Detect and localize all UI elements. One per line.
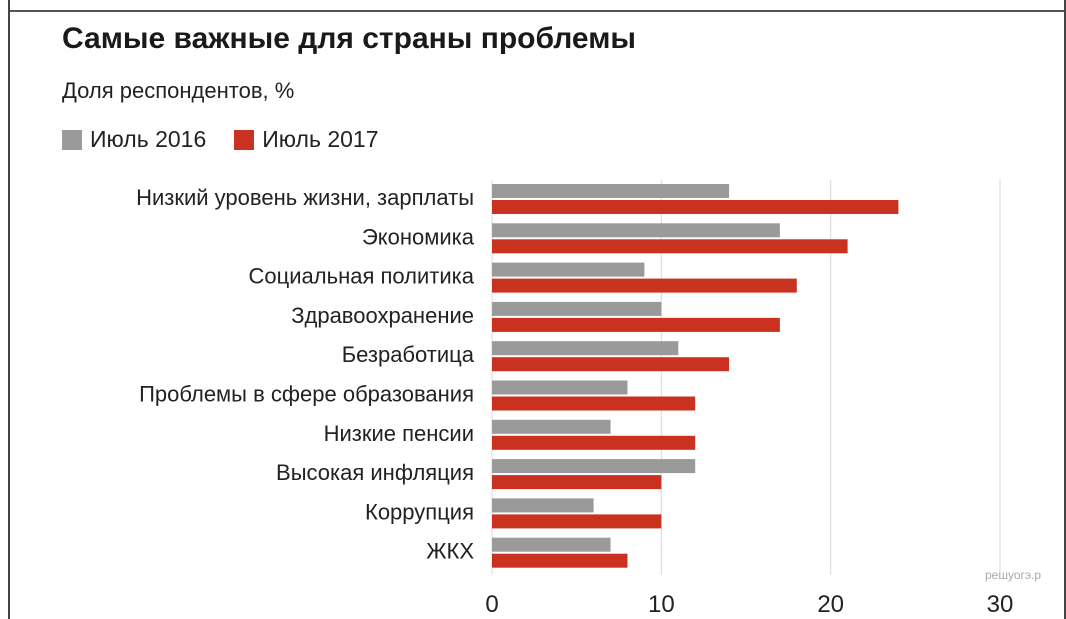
bar-2016	[492, 341, 679, 356]
top-border	[8, 0, 1066, 12]
legend-label-2017: Июль 2017	[262, 126, 379, 152]
bar-2016	[492, 380, 628, 395]
category-label: Социальная политика	[249, 264, 475, 289]
bar-2017	[492, 278, 797, 293]
watermark: решуогэ.р	[985, 568, 1042, 582]
category-label: Безработица	[342, 342, 475, 367]
bar-2016	[492, 459, 696, 474]
category-label: Здравоохранение	[291, 303, 474, 328]
category-label: ЖКХ	[426, 539, 474, 564]
legend-swatch-2016	[62, 129, 82, 150]
bar-2017	[492, 475, 662, 490]
bar-2016	[492, 301, 662, 316]
chart-subtitle: Доля респондентов, %	[62, 78, 295, 103]
bar-2016	[492, 184, 730, 198]
x-tick-label: 30	[987, 591, 1014, 618]
x-tick-label: 0	[485, 591, 498, 618]
bar-2016	[492, 223, 780, 238]
category-label: Коррупция	[365, 499, 474, 524]
chart-title: Самые важные для страны проблемы	[62, 22, 637, 55]
category-label: Низкие пенсии	[324, 421, 474, 446]
bar-2017	[492, 396, 696, 411]
bar-2017	[492, 239, 848, 254]
bar-2017	[492, 317, 780, 332]
bar-2017	[492, 553, 628, 568]
bar-2016	[492, 262, 645, 277]
legend-item-2017: Июль 2017	[234, 126, 379, 153]
legend-swatch-2017	[234, 129, 255, 150]
category-label: Низкий уровень жизни, зарплаты	[136, 185, 474, 210]
bar-2017	[492, 357, 730, 372]
legend-label-2016: Июль 2016	[90, 126, 207, 152]
bar-2016	[492, 498, 594, 513]
category-label: Проблемы в сфере образования	[139, 382, 474, 407]
bar-2017	[492, 200, 899, 214]
x-tick-label: 20	[817, 591, 844, 618]
bar-2016	[492, 419, 611, 434]
category-label: Экономика	[362, 224, 475, 249]
category-label: Высокая инфляция	[276, 460, 474, 485]
legend-item-2016: Июль 2016	[62, 126, 206, 153]
bar-2017	[492, 514, 662, 529]
x-tick-label: 10	[648, 591, 675, 618]
right-border	[1064, 0, 1066, 619]
bar-2017	[492, 435, 696, 450]
bar-2016	[492, 537, 611, 552]
left-border	[8, 0, 10, 619]
legend: Июль 2016 Июль 2017	[62, 126, 407, 153]
